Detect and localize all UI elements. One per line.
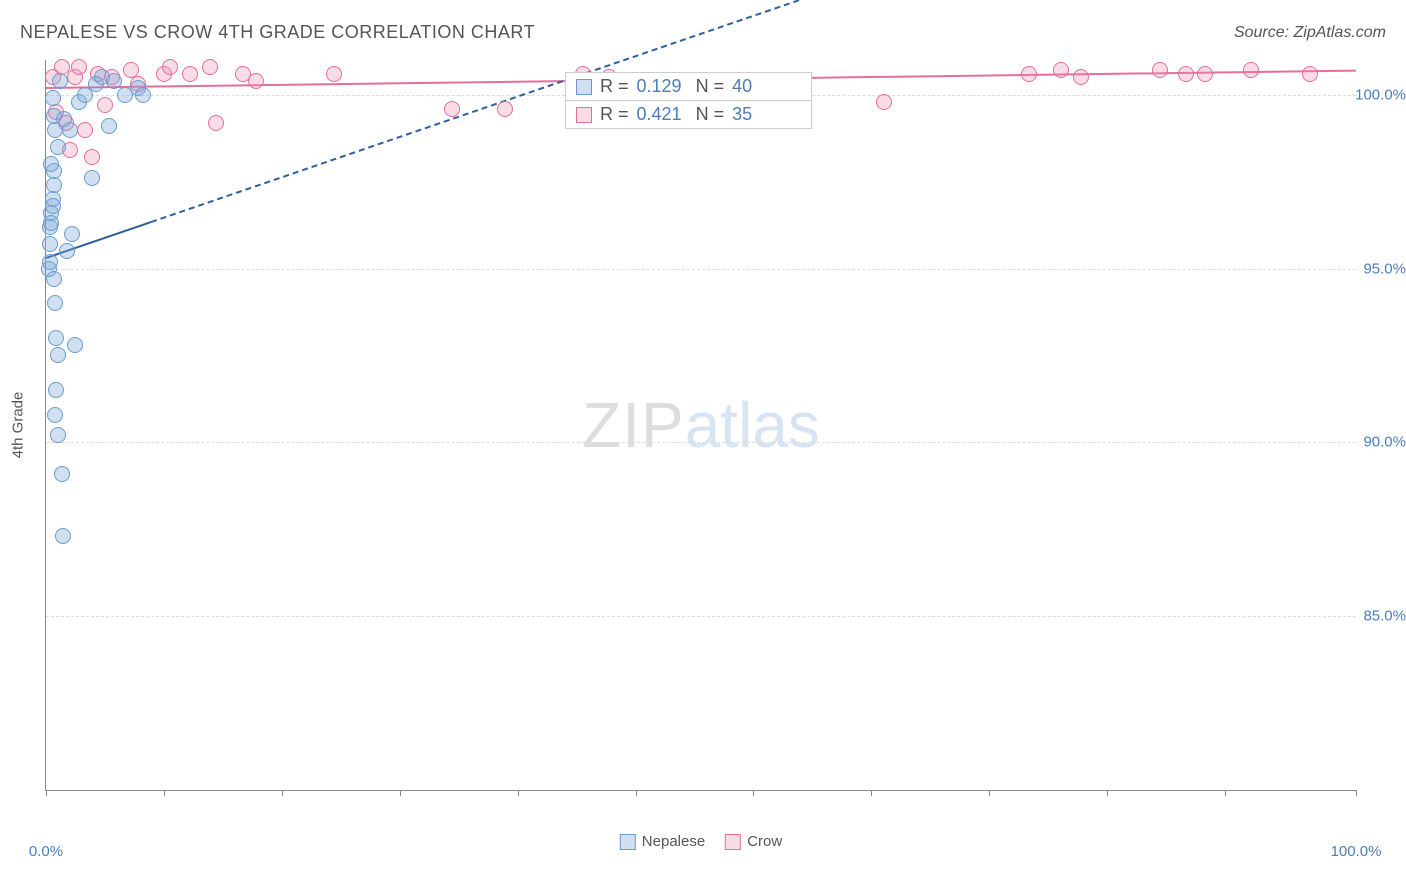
x-tick [46,790,47,796]
data-point-nepalese [101,118,117,134]
x-tick [989,790,990,796]
data-point-crow [1197,66,1213,82]
data-point-crow [162,59,178,75]
data-point-nepalese [45,90,61,106]
x-tick [753,790,754,796]
correlation-n-value-1: 40 [732,76,752,97]
data-point-nepalese [117,87,133,103]
data-point-crow [1073,69,1089,85]
correlation-r-label: R = [600,104,629,125]
correlation-swatch-1 [576,79,592,95]
data-point-nepalese [50,427,66,443]
correlation-r-value-1: 0.129 [637,76,682,97]
data-point-crow [497,101,513,117]
data-point-nepalese [47,407,63,423]
data-point-nepalese [84,170,100,186]
y-axis-label: 4th Grade [10,392,27,459]
data-point-nepalese [42,236,58,252]
data-point-crow [1152,62,1168,78]
x-tick-label: 0.0% [29,843,63,860]
gridline [46,269,1356,270]
data-point-crow [248,73,264,89]
x-tick [636,790,637,796]
correlation-legend-row-2: R = 0.421 N = 35 [565,100,812,129]
data-point-nepalese [46,177,62,193]
data-point-crow [326,66,342,82]
data-point-nepalese [43,156,59,172]
data-point-nepalese [67,337,83,353]
watermark-part1: ZIP [582,389,685,461]
data-point-crow [444,101,460,117]
data-point-nepalese [54,466,70,482]
data-point-nepalese [55,528,71,544]
x-tick [1225,790,1226,796]
legend-swatch-nepalese [620,834,636,850]
legend-swatch-crow [725,834,741,850]
data-point-crow [71,59,87,75]
data-point-nepalese [45,198,61,214]
gridline [46,616,1356,617]
y-tick-label: 85.0% [1346,608,1406,625]
data-point-crow [208,115,224,131]
data-point-crow [1178,66,1194,82]
data-point-crow [202,59,218,75]
data-point-crow [97,97,113,113]
data-point-nepalese [52,73,68,89]
watermark: ZIPatlas [582,388,820,462]
correlation-swatch-2 [576,107,592,123]
x-tick [871,790,872,796]
x-tick [164,790,165,796]
data-point-nepalese [46,271,62,287]
x-tick [282,790,283,796]
watermark-part2: atlas [685,389,820,461]
data-point-nepalese [50,139,66,155]
y-tick-label: 90.0% [1346,434,1406,451]
data-point-nepalese [48,382,64,398]
correlation-r-label: R = [600,76,629,97]
data-point-crow [876,94,892,110]
data-point-nepalese [106,73,122,89]
correlation-n-label: N = [696,76,725,97]
x-tick [1107,790,1108,796]
data-point-nepalese [62,122,78,138]
data-point-nepalese [47,295,63,311]
gridline [46,442,1356,443]
legend-item-nepalese: Nepalese [620,833,705,850]
legend-label-crow: Crow [747,833,782,850]
data-point-crow [1021,66,1037,82]
data-point-nepalese [59,243,75,259]
data-point-nepalese [64,226,80,242]
correlation-r-value-2: 0.421 [637,104,682,125]
data-point-crow [77,122,93,138]
data-point-crow [1053,62,1069,78]
x-tick-label: 100.0% [1331,843,1382,860]
data-point-crow [1302,66,1318,82]
chart-source: Source: ZipAtlas.com [1234,24,1386,42]
data-point-nepalese [135,87,151,103]
x-tick [1356,790,1357,796]
legend-label-nepalese: Nepalese [642,833,705,850]
data-point-nepalese [43,215,59,231]
series-legend: Nepalese Crow [620,833,782,850]
data-point-nepalese [47,122,63,138]
data-point-nepalese [50,347,66,363]
correlation-n-value-2: 35 [732,104,752,125]
y-tick-label: 100.0% [1346,86,1406,103]
data-point-crow [1243,62,1259,78]
chart-title: NEPALESE VS CROW 4TH GRADE CORRELATION C… [20,22,535,43]
x-tick [400,790,401,796]
scatter-chart: 4th Grade ZIPatlas Nepalese Crow 85.0%90… [45,60,1356,791]
data-point-crow [182,66,198,82]
data-point-nepalese [48,330,64,346]
correlation-n-label: N = [696,104,725,125]
correlation-legend-row-1: R = 0.129 N = 40 [565,72,812,101]
x-tick [518,790,519,796]
legend-item-crow: Crow [725,833,782,850]
data-point-nepalese [42,254,58,270]
data-point-crow [84,149,100,165]
y-tick-label: 95.0% [1346,260,1406,277]
